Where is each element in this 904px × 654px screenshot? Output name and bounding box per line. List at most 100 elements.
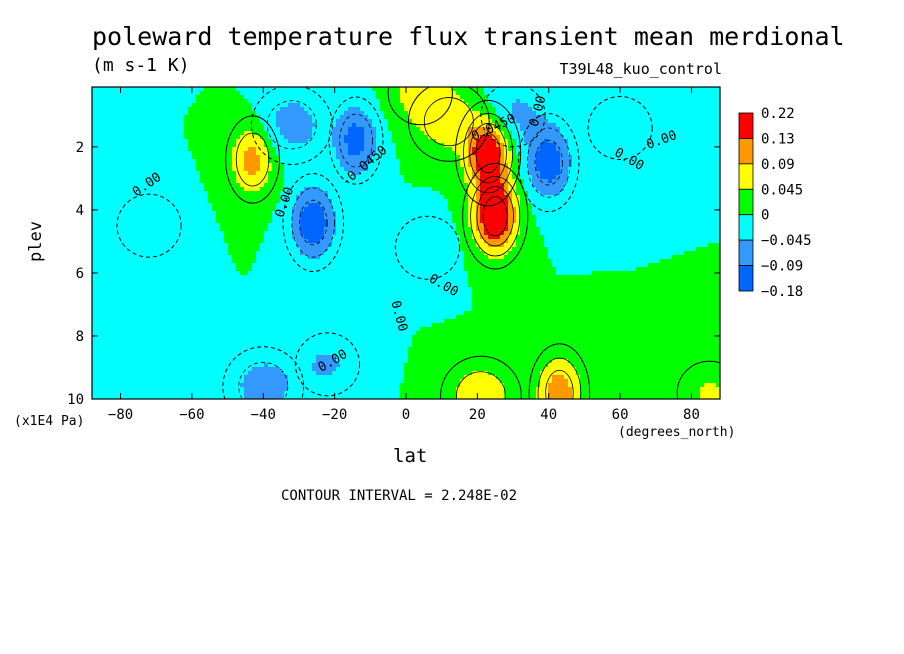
field-cell	[608, 135, 613, 140]
field-cell	[108, 143, 113, 148]
field-cell	[692, 191, 697, 196]
field-cell	[616, 155, 621, 160]
field-cell	[520, 159, 525, 164]
field-cell	[576, 143, 581, 148]
field-cell	[568, 143, 573, 148]
field-cell	[180, 147, 185, 152]
field-cell	[228, 87, 233, 92]
field-cell	[136, 159, 141, 164]
field-cell	[356, 99, 361, 104]
field-cell	[132, 167, 137, 172]
field-cell	[304, 211, 309, 216]
field-cell	[372, 139, 377, 144]
field-cell	[524, 151, 529, 156]
field-cell	[676, 191, 681, 196]
field-cell	[332, 179, 337, 184]
field-cell	[416, 143, 421, 148]
field-cell	[264, 111, 269, 116]
field-cell	[448, 187, 453, 192]
field-cell	[644, 95, 649, 100]
field-cell	[444, 111, 449, 116]
field-cell	[244, 91, 249, 96]
field-cell	[324, 167, 329, 172]
field-cell	[620, 195, 625, 200]
field-cell	[520, 87, 525, 92]
field-cell	[584, 199, 589, 204]
field-cell	[228, 115, 233, 120]
field-cell	[184, 167, 189, 172]
field-cell	[296, 179, 301, 184]
field-cell	[460, 95, 465, 100]
field-cell	[440, 163, 445, 168]
field-cell	[644, 163, 649, 168]
field-cell	[476, 151, 481, 156]
field-cell	[448, 147, 453, 152]
field-cell	[124, 183, 129, 188]
field-cell	[264, 207, 269, 212]
field-cell	[652, 95, 657, 100]
field-cell	[92, 171, 97, 176]
field-cell	[588, 91, 593, 96]
field-cell	[160, 203, 165, 208]
field-cell	[352, 187, 357, 192]
field-cell	[532, 159, 537, 164]
field-cell	[684, 203, 689, 208]
field-cell	[648, 131, 653, 136]
field-cell	[228, 159, 233, 164]
field-cell	[688, 87, 693, 92]
field-cell	[508, 131, 513, 136]
field-cell	[436, 171, 441, 176]
field-cell	[276, 163, 281, 168]
field-cell	[716, 187, 720, 192]
field-cell	[440, 175, 445, 180]
field-cell	[132, 159, 137, 164]
field-cell	[620, 143, 625, 148]
field-cell	[140, 95, 145, 100]
field-cell	[404, 155, 409, 160]
field-cell	[208, 95, 213, 100]
field-cell	[480, 139, 485, 144]
field-cell	[712, 179, 717, 184]
field-cell	[200, 203, 205, 208]
field-cell	[124, 195, 129, 200]
field-cell	[348, 87, 353, 92]
field-cell	[708, 107, 713, 112]
field-cell	[396, 151, 401, 156]
field-cell	[592, 191, 597, 196]
field-cell	[352, 131, 357, 136]
field-cell	[304, 187, 309, 192]
field-cell	[412, 91, 417, 96]
field-cell	[604, 179, 609, 184]
field-cell	[668, 175, 673, 180]
field-cell	[440, 123, 445, 128]
field-cell	[180, 163, 185, 168]
field-cell	[604, 119, 609, 124]
field-cell	[464, 203, 469, 208]
field-cell	[196, 199, 201, 204]
field-cell	[368, 103, 373, 108]
field-cell	[240, 179, 245, 184]
field-cell	[348, 187, 353, 192]
field-cell	[396, 111, 401, 116]
field-cell	[316, 95, 321, 100]
field-cell	[612, 139, 617, 144]
field-cell	[608, 95, 613, 100]
field-cell	[472, 147, 477, 152]
field-cell	[460, 91, 465, 96]
field-cell	[284, 147, 289, 152]
field-cell	[524, 179, 529, 184]
field-cell	[592, 151, 597, 156]
field-cell	[392, 159, 397, 164]
field-cell	[368, 159, 373, 164]
field-cell	[172, 87, 177, 92]
field-cell	[616, 111, 621, 116]
field-cell	[428, 107, 433, 112]
field-cell	[656, 119, 661, 124]
field-cell	[316, 123, 321, 128]
field-cell	[352, 167, 357, 172]
field-cell	[448, 123, 453, 128]
field-cell	[628, 199, 633, 204]
field-cell	[492, 135, 497, 140]
field-cell	[492, 187, 497, 192]
field-cell	[588, 127, 593, 132]
